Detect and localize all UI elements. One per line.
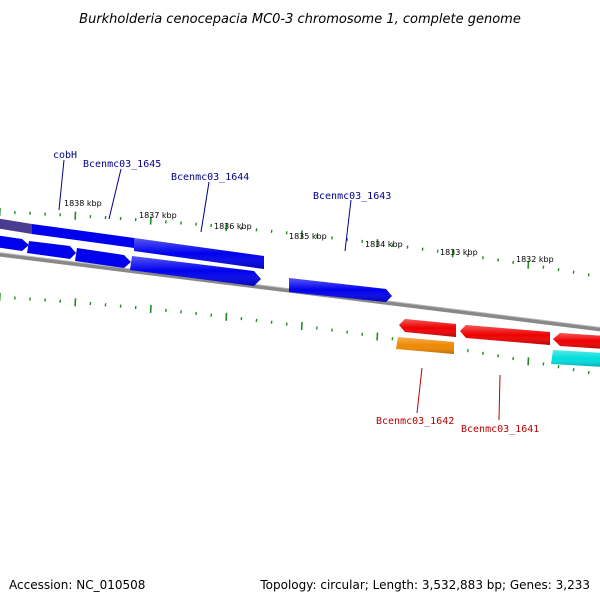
map-title: Burkholderia cenocepacia MC0-3 chromosom… [79,12,521,27]
gene-label-bcenmc03-1642: Bcenmc03_1642 [376,416,454,427]
gene-row2-b[interactable] [27,241,76,259]
label-leaders [58,159,501,421]
leader-bcenmc03-1645 [108,168,122,220]
gene-row2-c[interactable] [75,248,131,268]
leader-bcenmc03-1644 [200,181,210,233]
gene-row2-a[interactable] [0,235,29,251]
reverse-genes [396,319,600,367]
gene-label-bcenmc03-1643: Bcenmc03_1643 [313,191,391,202]
scale-label-1837: 1837 kbp [139,211,177,220]
leader-cobh [58,159,65,211]
scale-labels: 1838 kbp 1837 kbp 1836 kbp 1835 kbp 1834… [64,199,554,264]
leader-bcenmc03-1642 [416,367,423,414]
scale-label-1833: 1833 kbp [440,248,478,257]
gene-label-cobh: cobH [53,150,77,161]
leader-bcenmc03-1641 [498,374,501,421]
scale-label-1838: 1838 kbp [64,199,102,208]
gene-label-bcenmc03-1644: Bcenmc03_1644 [171,172,249,183]
topology-text: Topology: circular; Length: 3,532,883 bp… [260,578,590,592]
scale-ticks-outer [0,208,590,277]
scale-label-1834: 1834 kbp [365,240,403,249]
gene-cobH[interactable] [32,224,76,240]
gene-label-bcenmc03-1645: Bcenmc03_1645 [83,159,161,170]
forward-genes [0,218,392,302]
scale-label-1832: 1832 kbp [516,255,554,264]
accession-text: Accession: NC_010508 [9,578,146,592]
scale-label-1836: 1836 kbp [214,222,252,231]
gene-feature-dark[interactable] [0,218,32,234]
gene-label-bcenmc03-1641: Bcenmc03_1641 [461,424,539,435]
scale-label-1835: 1835 kbp [289,232,327,241]
gene-bcenmc03-1645[interactable] [76,230,134,248]
gene-labels: cobH Bcenmc03_1645 Bcenmc03_1644 Bcenmc0… [53,150,539,435]
leader-bcenmc03-1643 [344,199,352,252]
